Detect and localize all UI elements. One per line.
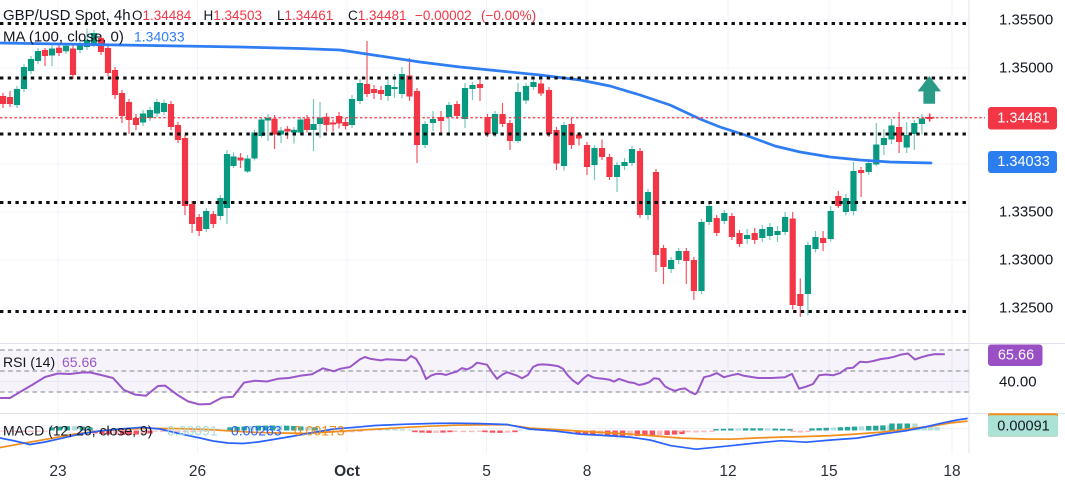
svg-text:23: 23 [49, 463, 66, 480]
svg-text:MA (100, close, 0)1.34033: MA (100, close, 0) 1.34033 [3, 28, 185, 45]
svg-text:8: 8 [583, 463, 592, 480]
svg-text:65.66: 65.66 [998, 348, 1034, 364]
svg-text:1.32500: 1.32500 [999, 300, 1053, 317]
svg-text:12: 12 [719, 463, 736, 480]
svg-text:MACD (12, 26, close, 9)0.00091: MACD (12, 26, close, 9) 0.00091 0.00263 0.0… [3, 423, 345, 439]
svg-text:RSI (14)65.66: RSI (14) 65.66 [3, 354, 97, 370]
svg-text:1.35000: 1.35000 [999, 60, 1053, 77]
svg-text:Oct: Oct [334, 463, 360, 480]
svg-text:1.33500: 1.33500 [999, 204, 1053, 221]
svg-text:40.00: 40.00 [999, 374, 1037, 391]
svg-text:1.33000: 1.33000 [999, 252, 1053, 269]
svg-text:18: 18 [943, 463, 960, 480]
svg-text:0.00091: 0.00091 [997, 419, 1049, 435]
svg-text:26: 26 [189, 463, 206, 480]
svg-text:1.34481: 1.34481 [997, 111, 1049, 127]
svg-text:15: 15 [820, 463, 837, 480]
svg-text:5: 5 [482, 463, 491, 480]
svg-text:1.35500: 1.35500 [999, 12, 1053, 29]
svg-text:1.34033: 1.34033 [997, 154, 1049, 170]
